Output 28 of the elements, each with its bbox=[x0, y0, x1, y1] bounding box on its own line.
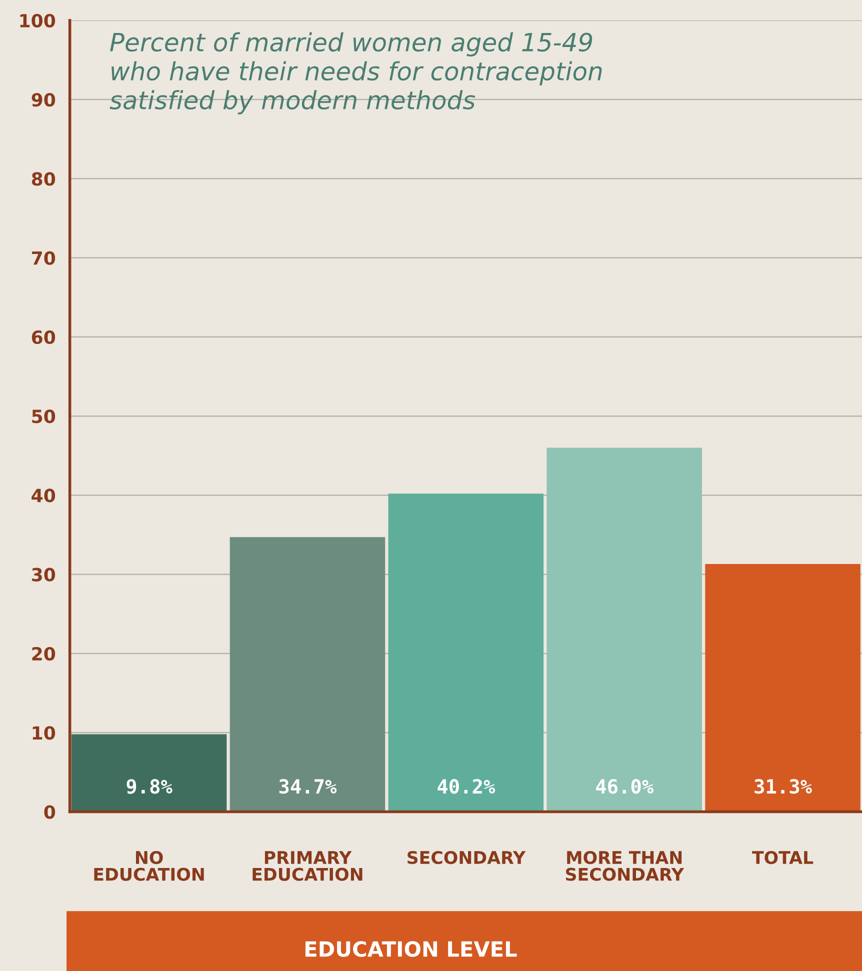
y-tick-label: 0 bbox=[44, 805, 56, 819]
data-label: 9.8% bbox=[126, 779, 172, 794]
bar bbox=[388, 494, 544, 812]
y-tick-label: 70 bbox=[32, 251, 56, 265]
bar bbox=[546, 448, 702, 812]
y-tick-label: 10 bbox=[32, 726, 56, 740]
x-tick-label: SECONDARY bbox=[408, 850, 526, 864]
bar bbox=[230, 537, 386, 812]
y-tick-label: 50 bbox=[32, 410, 56, 424]
x-tick-label: TOTAL bbox=[752, 850, 814, 864]
data-label: 31.3% bbox=[754, 779, 812, 794]
data-label: 40.2% bbox=[438, 779, 496, 794]
text: Percent of married women aged 15-49 who have their needs for contraception satisfied by modern methods bbox=[110, 32, 602, 114]
x-axis-title: EDUCATION LEVEL bbox=[306, 941, 517, 957]
data-label: 46.0% bbox=[596, 779, 654, 794]
bar bbox=[71, 734, 227, 812]
y-tick-label: 100 bbox=[20, 14, 56, 28]
x-tick-label: MORE THAN SECONDARY bbox=[566, 850, 684, 881]
data-label: 34.7% bbox=[279, 779, 337, 794]
y-tick-label: 60 bbox=[32, 330, 56, 344]
y-tick-label: 20 bbox=[32, 646, 56, 661]
y-tick-label: 80 bbox=[32, 172, 56, 186]
y-tick-label: 40 bbox=[32, 488, 56, 502]
x-tick-label: PRIMARY EDUCATION bbox=[252, 851, 362, 881]
y-tick-label: 90 bbox=[32, 92, 56, 107]
y-tick-label: 30 bbox=[32, 568, 56, 582]
bar bbox=[705, 564, 860, 812]
x-tick-label: NO EDUCATION bbox=[94, 850, 204, 881]
